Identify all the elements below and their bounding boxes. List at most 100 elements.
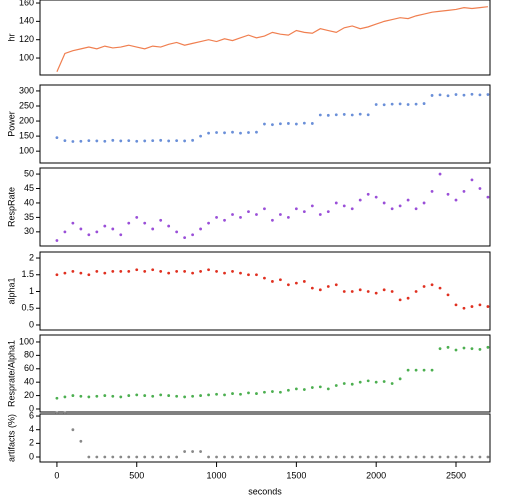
data-point <box>255 273 258 277</box>
data-point <box>470 178 474 182</box>
data-point <box>470 305 474 308</box>
data-point <box>446 345 450 349</box>
data-point <box>239 455 242 459</box>
data-point <box>111 270 115 273</box>
data-point <box>103 224 107 228</box>
data-point <box>175 139 179 143</box>
data-point <box>302 121 306 125</box>
data-point <box>191 138 195 142</box>
data-point <box>430 190 434 193</box>
data-point <box>183 450 187 453</box>
data-point <box>191 233 195 237</box>
y-tick-label: 0 <box>29 319 34 329</box>
data-point <box>350 207 354 211</box>
data-point <box>310 386 314 389</box>
y-tick-label: 6 <box>29 410 34 420</box>
data-point <box>310 204 314 208</box>
panel-frame <box>39 251 491 331</box>
data-point <box>71 140 75 143</box>
data-point <box>406 455 410 459</box>
data-point <box>87 139 91 143</box>
data-point <box>71 221 75 225</box>
data-point <box>263 276 266 280</box>
y-tick-label: 0.5 <box>21 303 34 313</box>
data-point <box>430 283 434 287</box>
x-tick-label: 500 <box>129 470 144 480</box>
data-point <box>294 455 298 459</box>
data-point <box>215 270 218 273</box>
data-point <box>382 380 386 383</box>
data-point <box>374 455 378 459</box>
data-point <box>135 139 139 143</box>
data-point <box>406 296 410 300</box>
data-point <box>167 394 171 397</box>
data-point <box>398 455 402 459</box>
y-axis-label: artifacts (%) <box>6 414 16 462</box>
x-tick-label: 2500 <box>446 470 466 480</box>
data-point <box>199 270 202 273</box>
data-point <box>55 273 59 277</box>
data-point <box>462 306 466 310</box>
data-point <box>135 393 139 397</box>
data-point <box>255 130 258 134</box>
data-point <box>223 218 226 222</box>
y-tick-label: 0 <box>29 451 34 461</box>
y-tick-label: 45 <box>24 183 34 193</box>
data-point <box>175 455 179 459</box>
data-point <box>111 138 115 142</box>
data-point <box>279 390 282 394</box>
data-point <box>366 113 370 117</box>
data-point <box>279 278 282 282</box>
data-point <box>302 210 306 214</box>
y-axis-label: hr <box>6 33 16 41</box>
data-point <box>223 393 226 397</box>
y-tick-label: 160 <box>19 0 34 7</box>
data-point <box>143 270 147 273</box>
data-point <box>446 192 450 196</box>
data-point <box>486 195 490 199</box>
data-point <box>159 138 163 142</box>
data-point <box>191 450 195 453</box>
data-point <box>350 290 354 293</box>
data-point <box>414 290 418 293</box>
data-point <box>350 455 354 459</box>
data-point <box>79 227 83 231</box>
data-point <box>79 271 83 275</box>
data-point <box>430 94 434 97</box>
data-point <box>135 455 139 459</box>
data-point <box>127 139 131 143</box>
data-point <box>390 455 394 459</box>
data-point <box>374 103 378 106</box>
data-point <box>486 305 490 308</box>
data-point <box>446 293 450 297</box>
data-point <box>398 377 402 381</box>
y-tick-label: 60 <box>24 363 34 373</box>
panel-frame <box>39 413 491 463</box>
data-point <box>446 455 450 459</box>
data-point <box>438 93 442 97</box>
y-tick-label: 2 <box>29 438 34 448</box>
data-point <box>462 455 466 459</box>
data-point <box>310 455 314 459</box>
data-point <box>143 394 147 397</box>
y-tick-label: 200 <box>19 115 34 125</box>
y-tick-label: 40 <box>24 377 34 387</box>
y-tick-label: 300 <box>19 85 34 95</box>
data-point <box>55 239 59 242</box>
data-point <box>175 270 179 273</box>
y-axis-label: Resprate/Alpha1 <box>6 340 16 407</box>
data-point <box>470 347 474 351</box>
y-tick-label: 35 <box>24 212 34 222</box>
y-tick-label: 50 <box>24 168 34 178</box>
data-point <box>207 221 210 225</box>
data-point <box>207 131 210 135</box>
data-point <box>366 192 370 196</box>
data-point <box>63 411 67 415</box>
y-tick-label: 100 <box>19 146 34 156</box>
data-point <box>382 455 386 459</box>
data-point <box>79 439 83 443</box>
panel-frame <box>39 84 491 164</box>
data-point <box>398 102 402 106</box>
data-point <box>63 139 67 143</box>
data-point <box>103 139 107 143</box>
